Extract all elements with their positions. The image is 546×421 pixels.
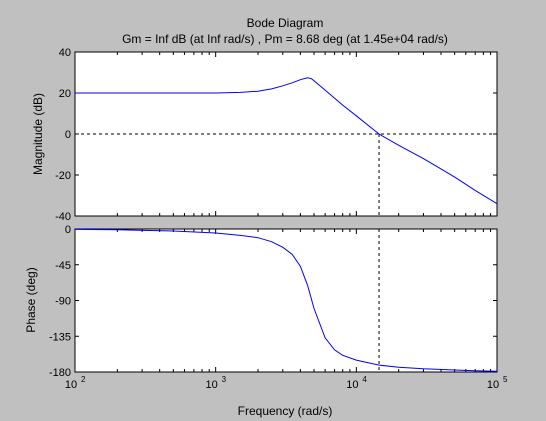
phase-xtick-label: 10 bbox=[487, 379, 499, 391]
magnitude-ticks: -40 -20 0 20 40 bbox=[55, 47, 498, 223]
phase-xtick-exponent: 2 bbox=[81, 375, 86, 384]
chart-title: Bode Diagram bbox=[247, 16, 324, 30]
phase-ytick-label: -90 bbox=[55, 296, 71, 308]
phase-series-line bbox=[74, 228, 498, 372]
phase-ytick-label: 0 bbox=[65, 224, 71, 236]
magnitude-reference-lines bbox=[75, 133, 497, 216]
frequency-xlabel: Frequency (rad/s) bbox=[238, 404, 333, 418]
magnitude-ytick-label: -20 bbox=[55, 170, 71, 182]
phase-xtick-exponent: 4 bbox=[362, 375, 367, 384]
phase-xtick-exponent: 3 bbox=[222, 375, 227, 384]
magnitude-ytick-label: -40 bbox=[55, 211, 71, 223]
phase-ytick-label: -45 bbox=[55, 260, 71, 272]
chart-subtitle: Gm = Inf dB (at Inf rad/s) , Pm = 8.68 d… bbox=[122, 32, 448, 46]
phase-axes bbox=[74, 228, 498, 373]
phase-reference-lines bbox=[75, 229, 497, 373]
phase-ytick-label: -180 bbox=[49, 367, 71, 379]
phase-xtick-label: 10 bbox=[346, 379, 358, 391]
magnitude-ytick-label: 40 bbox=[59, 47, 71, 59]
magnitude-series-line bbox=[75, 77, 498, 205]
phase-ylabel: Phase (deg) bbox=[24, 267, 38, 332]
phase-ytick-label: -135 bbox=[49, 331, 71, 343]
magnitude-ytick-label: 20 bbox=[59, 88, 71, 100]
magnitude-ylabel: Magnitude (dB) bbox=[31, 93, 45, 175]
phase-xtick-exponent: 5 bbox=[503, 375, 508, 384]
phase-xtick-label: 10 bbox=[65, 379, 77, 391]
phase-xtick-label: 10 bbox=[206, 379, 218, 391]
magnitude-ytick-label: 0 bbox=[65, 129, 71, 141]
magnitude-panel: -40 -20 0 20 40 Magnitude (dB) bbox=[31, 47, 498, 223]
